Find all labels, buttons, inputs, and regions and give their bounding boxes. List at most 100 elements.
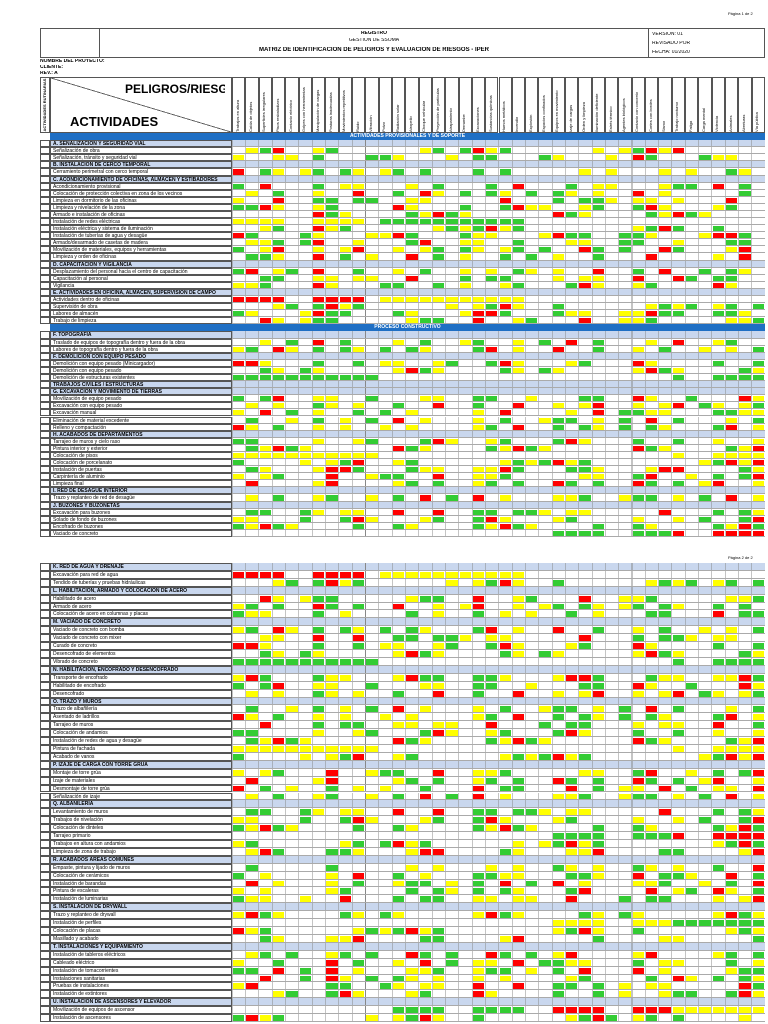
risk-cell [352,219,365,225]
risk-cell [312,722,325,729]
risk-cell [392,1007,405,1014]
risk-cell [592,346,605,352]
row-number [40,281,50,289]
risk-cell [233,753,245,760]
risk-cell [659,848,671,855]
risk-cell [406,233,418,239]
risk-cell [326,204,338,210]
risk-cell [419,148,431,154]
risk-cell [272,523,285,529]
risk-cell [752,951,764,958]
risk-cell [592,825,605,832]
risk-cell [712,674,724,681]
risk-cell [339,746,351,752]
activity: Asentado de ladrillos [50,713,232,722]
risk-cell [552,197,565,203]
risk-cell [272,880,285,887]
risk-cell [592,833,605,839]
risk-cell [379,424,391,430]
risk-cell [726,445,738,451]
risk-cell [712,254,724,260]
risk-cell [286,951,298,958]
risk-cell [392,247,405,253]
activity: Instalación de tomacorrientes [50,966,232,975]
risk-cell [499,571,511,578]
risk-cell [472,403,485,409]
risk-cell [566,509,578,515]
row-number [40,578,50,587]
risk-cell [406,219,418,225]
risk-cell [512,651,525,657]
risk-cell [392,403,405,409]
risk-cell [632,951,645,958]
risk-cell [499,148,511,154]
column-frame [458,77,472,133]
risk-cell [472,959,485,966]
risk-cell [366,438,378,444]
risk-cell [446,219,458,225]
risk-cell [699,460,711,466]
risk-cell [486,148,498,154]
activity: Desencofrado [50,689,232,698]
risk-cell [739,183,751,189]
risk-cell [432,674,445,681]
risk-cell [392,268,405,274]
row-number [40,990,50,999]
risk-cell [712,658,724,665]
activity: Curado de concreto [50,642,232,651]
risk-cell [272,190,285,196]
risk-cell [672,959,685,966]
risk-cell [579,282,591,288]
risk-cell [566,674,578,681]
risk-cell [512,983,525,990]
row-number [40,246,50,254]
risk-cell [326,396,338,402]
project: NOMBRE DEL PROYECTO: [40,59,105,64]
risk-cell [499,311,511,317]
risk-cell [233,183,245,189]
risk-cell [686,769,698,776]
risk-cell [339,912,351,919]
risk-cell [299,452,311,459]
risk-cell [712,155,724,161]
row-number [40,451,50,460]
risk-cell [712,690,724,697]
activity: Limpieza de zona de trabajo [50,847,232,856]
risk-cell [752,967,764,974]
risk-cell [406,651,418,657]
risk-cell [326,304,338,310]
risk-cell [446,730,458,737]
risk-cell [419,367,431,373]
risk-cell [499,297,511,303]
risk-cell [339,254,351,260]
risk-cell [526,523,538,529]
column-frame [645,77,659,133]
risk-cell [566,495,578,501]
risk-cell [392,481,405,487]
risk-cell [486,183,498,189]
risk-cell [646,211,658,218]
risk-cell [312,247,325,253]
risk-cell [299,509,311,515]
row-number [40,610,50,619]
hazard-header: Sustancias químicas [488,95,493,132]
risk-cell [432,864,445,871]
section-title: C. ACONDICIONAMIENTO DE OFICINAS, ALMACÉ… [50,175,232,183]
risk-cell [526,896,538,903]
risk-cell [552,777,565,784]
activity: Señalización de obra [50,147,232,155]
risk-cell [299,746,311,752]
row-number [40,402,50,410]
risk-cell [233,746,245,752]
risk-cell [499,474,511,480]
risk-cell [406,967,418,974]
risk-cell [446,360,458,366]
section-grid [232,942,765,951]
risk-cell [326,682,338,689]
risk-cell [246,417,258,423]
risk-cell [339,247,351,253]
risk-cell [326,595,338,602]
risk-grid [232,808,765,817]
risk-cell [272,793,285,800]
risk-cell [712,635,724,642]
